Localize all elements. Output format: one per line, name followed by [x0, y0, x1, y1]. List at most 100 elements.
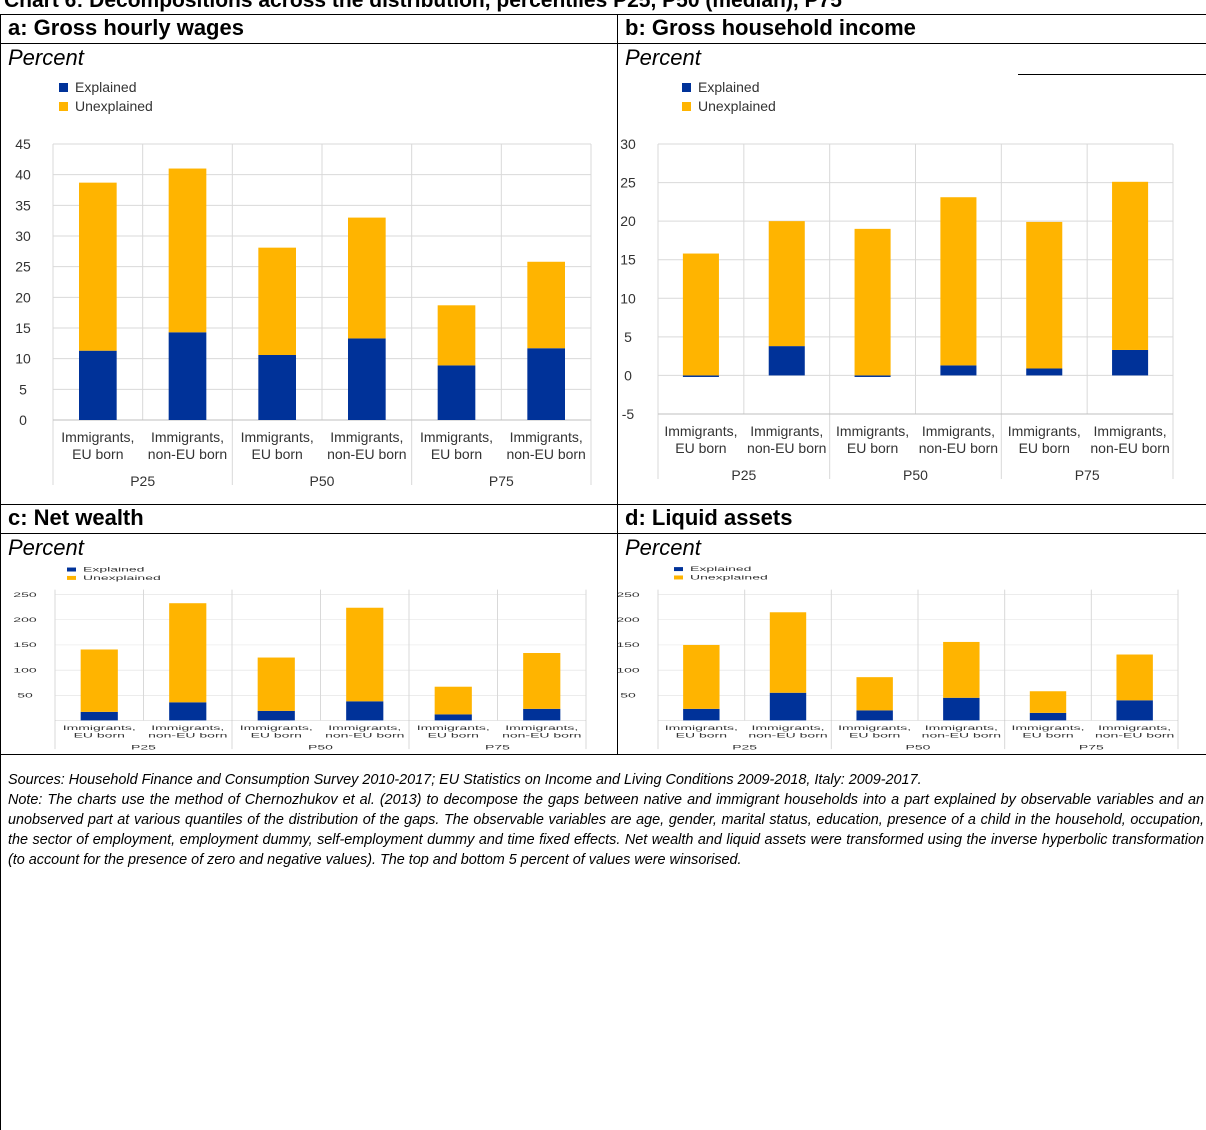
group-label: P25: [732, 744, 757, 751]
page-title: Chart 6: Decompositions across the distr…: [4, 0, 842, 12]
bar-explained: [1112, 349, 1149, 376]
y-tick-label: 5: [624, 329, 632, 345]
panel-b-title: b: Gross household income: [625, 15, 916, 40]
x-tick-label: EU born: [847, 440, 898, 456]
x-tick-label: non-EU born: [922, 733, 1001, 740]
panel-a-title: a: Gross hourly wages: [8, 15, 244, 40]
x-tick-label: Immigrants,: [751, 725, 824, 732]
bar-explained: [348, 338, 386, 420]
bar-explained: [1029, 712, 1067, 721]
legend-label-explained: Explained: [698, 79, 760, 95]
bar-unexplained: [258, 247, 296, 355]
x-tick-label: Immigrants,: [510, 429, 583, 445]
x-tick-label: Immigrants,: [836, 423, 909, 439]
bar-explained: [943, 697, 980, 721]
y-tick-label: 150: [13, 642, 36, 649]
x-tick-label: EU born: [428, 733, 479, 740]
y-tick-label: 150: [618, 642, 640, 649]
x-tick-label: Immigrants,: [1094, 423, 1167, 439]
x-tick-label: non-EU born: [148, 446, 227, 462]
unit-underline-b: [1018, 74, 1206, 75]
bar-explained: [768, 346, 805, 376]
group-label: P75: [489, 473, 514, 489]
bar-unexplained: [1026, 221, 1063, 369]
bar-explained: [434, 714, 472, 721]
legend-label-unexplained: Unexplained: [698, 98, 776, 114]
bar-unexplained: [856, 677, 893, 711]
bar-unexplained: [1029, 691, 1067, 713]
bar-unexplained: [940, 197, 977, 366]
y-tick-label: 30: [620, 136, 636, 152]
legend-swatch-explained: [682, 83, 691, 92]
panel-c-unit: Percent: [8, 535, 84, 560]
legend-swatch-unexplained: [674, 575, 683, 580]
y-tick-label: 200: [13, 617, 36, 624]
bar-unexplained: [79, 182, 117, 351]
group-label: P25: [731, 467, 756, 483]
y-tick-label: 20: [15, 289, 31, 305]
panel-d-unit: Percent: [625, 535, 701, 560]
x-tick-label: non-EU born: [1090, 440, 1169, 456]
bar-explained: [1116, 700, 1153, 721]
y-tick-label: 100: [13, 667, 36, 674]
y-tick-label: 200: [618, 617, 640, 624]
border-mid: [0, 504, 1206, 505]
panel-d-title: d: Liquid assets: [625, 505, 793, 530]
y-tick-label: -5: [622, 406, 635, 422]
group-label: P50: [906, 744, 931, 751]
legend-swatch-explained: [67, 567, 76, 572]
x-tick-label: Immigrants,: [922, 423, 995, 439]
x-tick-label: Immigrants,: [838, 725, 911, 732]
x-tick-label: Immigrants,: [330, 429, 403, 445]
y-tick-label: 25: [620, 175, 636, 191]
border-left: [0, 14, 1, 1130]
panel-c-title: c: Net wealth: [8, 505, 144, 530]
x-tick-label: non-EU born: [919, 440, 998, 456]
bar-explained: [168, 332, 207, 420]
legend-label-explained: Explained: [83, 566, 144, 573]
bar-unexplained: [768, 221, 805, 347]
y-tick-label: 40: [15, 167, 31, 183]
y-tick-label: 50: [17, 692, 33, 699]
x-tick-label: Immigrants,: [1098, 725, 1171, 732]
group-label: P50: [308, 744, 333, 751]
legend-label-explained: Explained: [690, 566, 751, 573]
x-tick-label: non-EU born: [325, 733, 404, 740]
group-label: P75: [485, 744, 510, 751]
x-tick-label: EU born: [675, 440, 726, 456]
x-tick-label: Immigrants,: [63, 725, 136, 732]
legend-swatch-unexplained: [682, 102, 691, 111]
y-tick-label: 25: [15, 259, 31, 275]
x-tick-label: Immigrants,: [1008, 423, 1081, 439]
x-tick-label: Immigrants,: [664, 423, 737, 439]
bar-explained: [257, 710, 295, 721]
y-tick-label: 5: [19, 381, 27, 397]
y-tick-label: 15: [620, 252, 636, 268]
bar-explained: [527, 348, 565, 420]
bar-unexplained: [80, 649, 118, 712]
bar-unexplained: [434, 686, 472, 715]
bar-unexplained: [168, 168, 207, 333]
bar-explained: [854, 375, 891, 377]
title-underline-a: [0, 43, 617, 44]
x-tick-label: non-EU born: [327, 446, 406, 462]
bar-explained: [1026, 368, 1063, 376]
x-tick-label: Immigrants,: [750, 423, 823, 439]
chart-net-wealth: Explained Unexplained 50 100 150 200 250 Immigr…: [13, 566, 587, 751]
y-tick-label: 0: [19, 412, 27, 428]
title-underline-c: [0, 533, 617, 534]
x-tick-label: Immigrants,: [420, 429, 493, 445]
bar-explained: [437, 365, 476, 420]
border-notes: [0, 754, 1206, 755]
x-tick-label: Immigrants,: [505, 725, 578, 732]
x-tick-label: EU born: [74, 733, 125, 740]
title-underline-b: [617, 43, 1206, 44]
note-text: Note: The charts use the method of Chern…: [8, 792, 1204, 868]
bar-unexplained: [683, 644, 720, 709]
x-tick-label: EU born: [251, 446, 302, 462]
bar-explained: [80, 711, 118, 721]
bar-explained: [523, 708, 561, 721]
x-tick-label: non-EU born: [748, 733, 827, 740]
y-tick-label: 0: [624, 367, 632, 383]
x-tick-label: Immigrants,: [1011, 725, 1084, 732]
